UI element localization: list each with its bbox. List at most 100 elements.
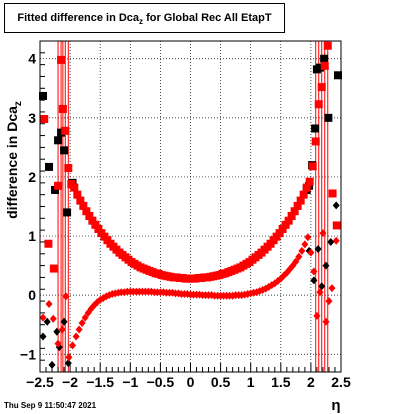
data-point — [73, 190, 82, 199]
data-point — [311, 137, 320, 146]
y-tick-label: −1 — [20, 346, 36, 362]
data-point — [51, 185, 60, 194]
data-point — [332, 201, 340, 210]
data-point — [316, 288, 324, 297]
x-tick-label: −2.5 — [26, 374, 54, 390]
y-tick-label: 2 — [28, 169, 36, 185]
title-box: Fitted difference in Dcaz for Global Rec… — [4, 3, 285, 33]
data-point — [70, 183, 79, 192]
data-point — [314, 100, 323, 109]
data-point — [39, 313, 47, 322]
data-point — [333, 71, 342, 80]
data-point — [307, 248, 315, 257]
data-point — [53, 327, 61, 336]
data-point — [62, 292, 70, 301]
data-point — [323, 41, 332, 50]
y-tick-label: 1 — [28, 228, 36, 244]
x-axis-label: η — [331, 397, 340, 414]
data-point — [301, 240, 309, 249]
data-point — [325, 297, 333, 306]
x-tick-label: 0 — [187, 374, 195, 390]
data-point — [61, 126, 70, 135]
x-tick-label: −1.5 — [86, 374, 114, 390]
data-point — [60, 146, 69, 155]
data-point — [69, 341, 77, 350]
data-point — [293, 201, 302, 210]
axis-ticks: −2.5 −2 −1.5 −1 −0.5 0 0.5 1 1.5 2 2.5 −1 0 1 2 3 4 — [20, 40, 351, 390]
data-point — [40, 115, 49, 124]
data-point — [322, 317, 330, 326]
data-point — [57, 128, 66, 137]
data-point — [43, 317, 51, 326]
data-point — [320, 61, 329, 70]
data-point — [332, 221, 341, 230]
data-point — [305, 177, 314, 186]
data-point — [314, 245, 322, 254]
data-point — [78, 318, 86, 327]
data-point — [81, 313, 89, 322]
data-point — [45, 300, 53, 309]
data-point — [310, 267, 318, 276]
x-tick-label: 2 — [307, 374, 315, 390]
x-tick-label: −2 — [62, 374, 78, 390]
data-point — [91, 220, 100, 229]
data-point — [76, 196, 85, 205]
data-point — [311, 124, 320, 133]
data-point — [45, 162, 54, 171]
data-point — [54, 136, 63, 145]
data-point — [328, 189, 337, 198]
data-point — [308, 162, 317, 171]
data-point — [60, 317, 68, 326]
data-point — [299, 190, 308, 199]
data-point — [278, 224, 287, 233]
x-tick-label: 2.5 — [331, 374, 351, 390]
data-point — [94, 224, 103, 233]
data-point — [296, 196, 305, 205]
data-point — [290, 207, 299, 216]
data-point — [327, 237, 335, 246]
data-point — [39, 91, 48, 100]
data-point — [65, 353, 73, 362]
data-point — [332, 236, 340, 245]
data-point — [319, 229, 327, 238]
data-point — [58, 325, 66, 334]
data-point — [63, 208, 72, 217]
title-subscript: z — [139, 17, 144, 27]
data-point — [57, 55, 66, 64]
error-bars — [57, 41, 329, 372]
x-tick-label: −1 — [122, 374, 138, 390]
data-point — [287, 211, 296, 220]
timestamp: Thu Sep 9 11:50:47 2021 — [4, 401, 97, 410]
data-point — [328, 284, 336, 293]
x-tick-label: −0.5 — [147, 374, 175, 390]
data-point — [72, 332, 80, 341]
y-axis-label-subscript: z — [13, 101, 24, 106]
data-point — [292, 257, 300, 266]
data-point — [48, 360, 56, 369]
y-tick-label: 3 — [28, 110, 36, 126]
data-point — [317, 83, 326, 92]
data-point — [85, 211, 94, 220]
data-point — [54, 339, 62, 348]
data-point — [79, 201, 88, 210]
data-point — [54, 181, 63, 190]
data-point — [49, 314, 57, 323]
data-point — [49, 264, 58, 273]
data-point — [44, 239, 53, 248]
data-point — [298, 246, 306, 255]
data-point — [82, 207, 91, 216]
y-tick-label: 0 — [28, 287, 36, 303]
data-point — [322, 261, 330, 270]
y-tick-label: 4 — [28, 51, 36, 67]
y-axis-label: difference in Dcaz — [4, 101, 24, 219]
data-point — [310, 276, 318, 285]
data-point — [324, 113, 333, 122]
data-point — [313, 311, 321, 320]
x-tick-label: 1.5 — [271, 374, 291, 390]
data-point — [295, 252, 303, 261]
data-point — [284, 216, 293, 225]
data-point — [304, 233, 312, 242]
data-point — [281, 220, 290, 229]
chart-title: Fitted difference in Dcaz for Global Rec… — [17, 12, 272, 27]
